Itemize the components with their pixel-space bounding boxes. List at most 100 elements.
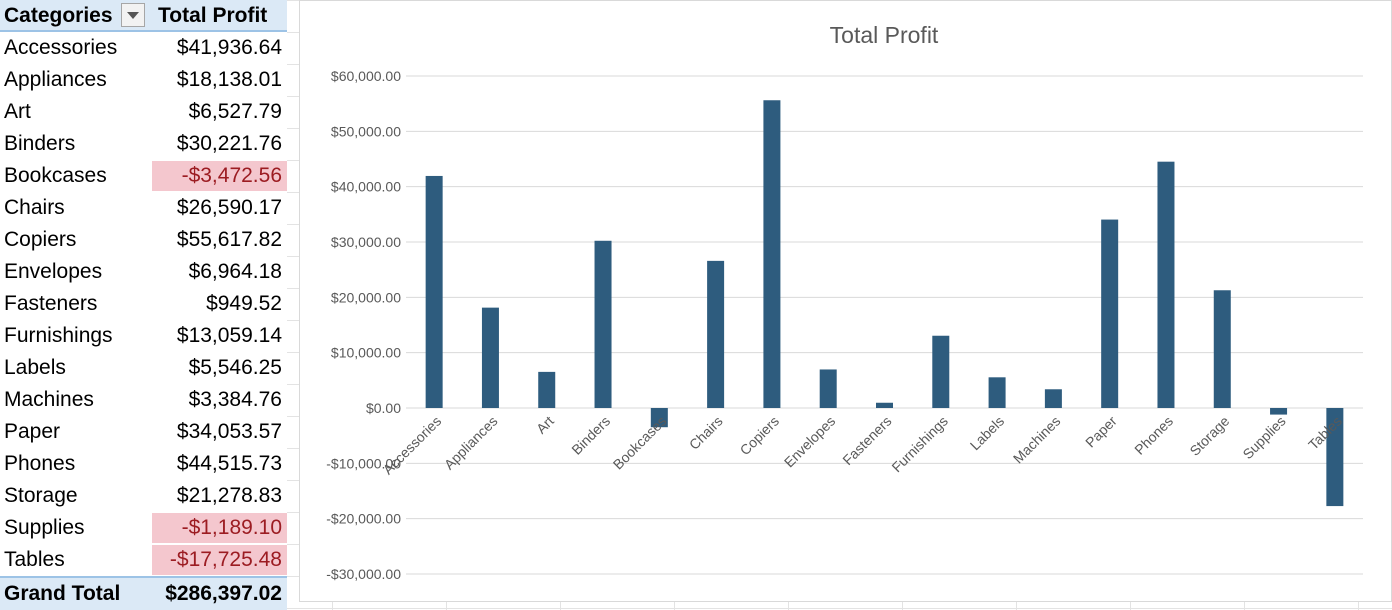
grand-total-label: Grand Total	[4, 582, 121, 605]
x-tick-label: Fasteners	[839, 413, 894, 468]
row-value: $21,278.83	[176, 484, 282, 507]
bar-tables[interactable]	[1326, 408, 1344, 507]
bar-furnishings[interactable]	[932, 335, 950, 408]
y-tick-label: -$20,000.00	[326, 511, 401, 527]
grand-total-value: $286,397.02	[165, 582, 282, 605]
bar-phones[interactable]	[1157, 161, 1175, 408]
x-tick-label: Paper	[1082, 413, 1120, 451]
row-category: Furnishings	[4, 324, 113, 347]
y-tick-label: $30,000.00	[331, 234, 401, 250]
row-value: -$3,472.56	[181, 164, 282, 187]
row-category: Supplies	[4, 516, 85, 539]
row-value: $949.52	[206, 292, 282, 315]
x-tick-label: Supplies	[1239, 413, 1288, 462]
row-value: $5,546.25	[188, 356, 282, 379]
bar-machines[interactable]	[1044, 389, 1062, 408]
row-category: Storage	[4, 484, 78, 507]
negative-highlight	[152, 513, 287, 543]
x-tick-label: Labels	[967, 413, 1007, 453]
row-category: Machines	[4, 388, 94, 411]
table-row[interactable]: Accessories $41,936.64	[0, 32, 287, 64]
negative-highlight	[152, 161, 287, 191]
row-category: Bookcases	[4, 164, 107, 187]
bar-storage[interactable]	[1213, 290, 1231, 408]
table-row[interactable]: Furnishings $13,059.14	[0, 320, 287, 352]
table-row[interactable]: Copiers $55,617.82	[0, 224, 287, 256]
table-row[interactable]: Bookcases -$3,472.56	[0, 160, 287, 192]
x-tick-label: Copiers	[737, 413, 782, 458]
row-value: -$17,725.48	[169, 548, 282, 571]
row-value: $6,964.18	[188, 260, 282, 283]
row-value: $41,936.64	[176, 36, 282, 59]
x-tick-label: Furnishings	[888, 413, 950, 475]
x-tick-label: Chairs	[686, 413, 726, 453]
bar-chairs[interactable]	[707, 260, 725, 408]
table-row[interactable]: Supplies -$1,189.10	[0, 512, 287, 544]
table-row[interactable]: Chairs $26,590.17	[0, 192, 287, 224]
y-tick-label: $50,000.00	[331, 123, 401, 139]
chart-title: Total Profit	[830, 22, 939, 48]
row-category: Copiers	[4, 228, 77, 251]
table-row[interactable]: Storage $21,278.83	[0, 480, 287, 512]
header-total-profit[interactable]: Total Profit	[158, 4, 268, 27]
row-value: $26,590.17	[176, 196, 282, 219]
row-category: Labels	[4, 356, 66, 379]
bar-fasteners[interactable]	[876, 402, 893, 408]
table-row[interactable]: Phones $44,515.73	[0, 448, 287, 480]
y-tick-label: $60,000.00	[331, 68, 401, 84]
row-value: $34,053.57	[176, 420, 282, 443]
negative-highlight	[152, 545, 287, 575]
bar-appliances[interactable]	[481, 307, 499, 408]
bar-bookcases[interactable]	[650, 408, 668, 428]
bar-accessories[interactable]	[425, 175, 443, 408]
y-tick-label: $40,000.00	[331, 179, 401, 195]
row-value: $3,384.76	[188, 388, 282, 411]
row-category: Accessories	[4, 36, 118, 59]
pivot-header-row: Categories Total Profit	[0, 0, 287, 32]
table-row[interactable]: Labels $5,546.25	[0, 352, 287, 384]
bar-labels[interactable]	[988, 377, 1006, 408]
table-row[interactable]: Machines $3,384.76	[0, 384, 287, 416]
y-tick-label: -$30,000.00	[326, 566, 401, 582]
chart-canvas: Total Profit $60,000.00 $50,000.00 $40,000…	[326, 22, 1363, 582]
table-row[interactable]: Appliances $18,138.01	[0, 64, 287, 96]
x-tick-label: Phones	[1131, 413, 1176, 458]
row-value: $18,138.01	[176, 68, 282, 91]
pivot-table: Categories Total Profit Accessories $41,9…	[0, 0, 287, 610]
bar-binders[interactable]	[594, 240, 612, 408]
table-row[interactable]: Art $6,527.79	[0, 96, 287, 128]
profit-chart[interactable]: Total Profit $60,000.00 $50,000.00 $40,000…	[299, 0, 1392, 602]
row-value: $6,527.79	[188, 100, 282, 123]
row-category: Envelopes	[4, 260, 103, 283]
row-category: Phones	[4, 452, 76, 475]
row-category: Binders	[4, 132, 76, 155]
table-row[interactable]: Binders $30,221.76	[0, 128, 287, 160]
table-row[interactable]: Envelopes $6,964.18	[0, 256, 287, 288]
bar-envelopes[interactable]	[819, 369, 837, 408]
y-tick-label: $0.00	[366, 400, 401, 416]
x-tick-label: Storage	[1186, 413, 1232, 459]
bar-art[interactable]	[538, 371, 556, 408]
table-row[interactable]: Paper $34,053.57	[0, 416, 287, 448]
row-value: -$1,189.10	[181, 516, 282, 539]
row-category: Appliances	[4, 68, 107, 91]
filter-dropdown-icon[interactable]	[121, 3, 145, 27]
row-category: Tables	[4, 548, 65, 571]
row-value: $44,515.73	[176, 452, 282, 475]
grand-total-row[interactable]: Grand Total $286,397.02	[0, 576, 287, 610]
x-tick-label: Art	[533, 413, 557, 437]
row-category: Fasteners	[4, 292, 98, 315]
table-row[interactable]: Tables -$17,725.48	[0, 544, 287, 576]
row-category: Paper	[4, 420, 61, 443]
x-tick-label: Binders	[568, 413, 613, 458]
header-categories[interactable]: Categories	[4, 4, 113, 27]
row-category: Chairs	[4, 196, 65, 219]
bar-paper[interactable]	[1101, 219, 1119, 408]
table-row[interactable]: Fasteners $949.52	[0, 288, 287, 320]
x-tick-label: Machines	[1010, 413, 1064, 467]
row-value: $55,617.82	[176, 228, 282, 251]
bar-copiers[interactable]	[763, 100, 781, 409]
x-tick-label: Envelopes	[781, 413, 839, 471]
bar-supplies[interactable]	[1270, 408, 1288, 415]
row-category: Art	[4, 100, 31, 123]
